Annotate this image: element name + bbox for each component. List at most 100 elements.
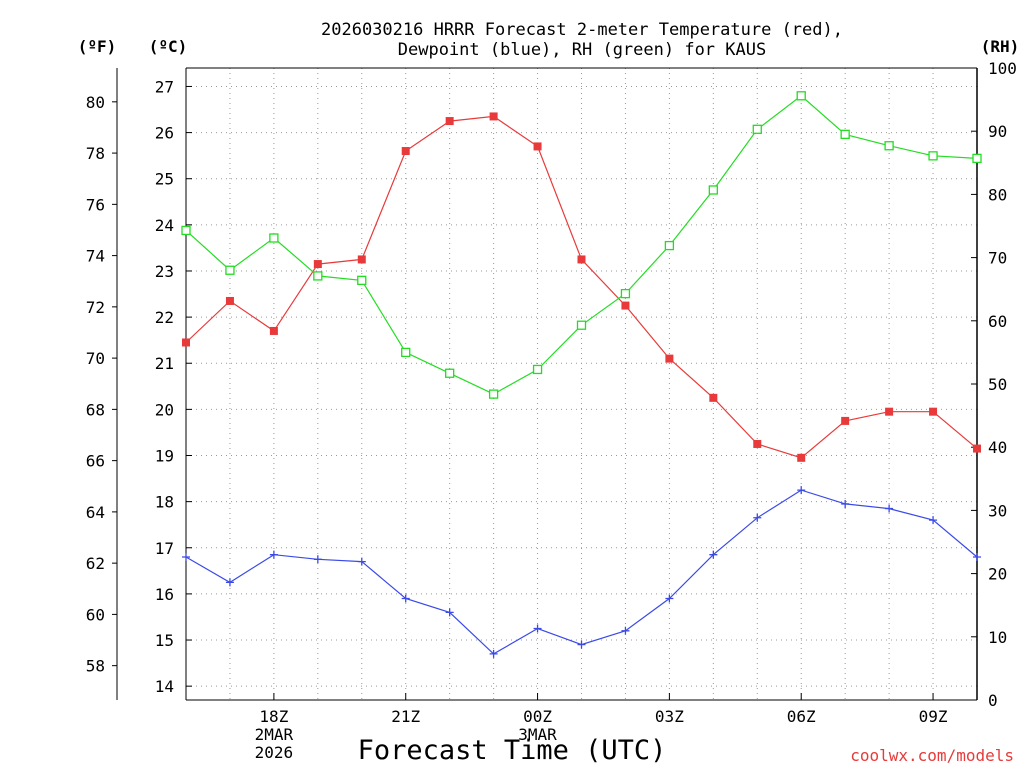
rh-tick-label: 50 <box>988 375 1007 394</box>
rh-tick-label: 40 <box>988 438 1007 457</box>
dewpoint-point <box>313 555 322 564</box>
rh-tick-label: 20 <box>988 565 1007 584</box>
rh-point <box>840 129 850 140</box>
temperature-point <box>357 255 366 264</box>
fahrenheit-tick-label: 58 <box>86 657 105 676</box>
rh-tick-label: 10 <box>988 628 1007 647</box>
temperature-point <box>621 301 630 310</box>
fahrenheit-tick-label: 76 <box>86 195 105 214</box>
dewpoint-point <box>665 594 674 603</box>
dewpoint-point <box>577 640 586 649</box>
rh-point <box>620 288 631 299</box>
rh-point <box>884 141 894 151</box>
rh-point <box>401 347 411 358</box>
rh-tick-label: 90 <box>988 122 1007 141</box>
celsius-tick-label: 26 <box>155 124 174 143</box>
celsius-tick-label: 18 <box>155 493 174 512</box>
tick-labels: 14 15 16 17 18 19 20 21 22 23 24 25 26 27 58 60 62 64 66 68… <box>86 59 1017 762</box>
rh-point <box>225 265 235 275</box>
rh-point <box>576 320 587 330</box>
x-tick-label: 09Z <box>919 707 948 726</box>
temperature-point <box>885 407 894 416</box>
rh-point <box>269 233 279 243</box>
rh-point <box>357 275 367 286</box>
celsius-tick-label: 16 <box>155 585 174 604</box>
temperature-point <box>709 393 718 402</box>
x-tick-label: 3MAR <box>518 725 557 744</box>
temperature-point <box>929 407 938 416</box>
x-tick-label: 2MAR <box>255 725 294 744</box>
axes <box>112 67 978 701</box>
fahrenheit-tick-label: 78 <box>86 144 105 163</box>
celsius-tick-label: 20 <box>155 400 174 419</box>
fahrenheit-unit-label: (ºF) <box>78 37 117 56</box>
rh-unit-label: (RH) <box>981 37 1020 56</box>
rh-point <box>752 124 762 134</box>
rh-point <box>928 151 938 161</box>
dewpoint-point <box>709 550 718 559</box>
fahrenheit-tick-label: 68 <box>86 400 105 419</box>
fahrenheit-tick-label: 80 <box>86 93 105 112</box>
temperature-point <box>533 142 542 151</box>
temperature-point <box>753 439 762 448</box>
celsius-tick-label: 21 <box>155 354 174 373</box>
temperature-point <box>973 444 981 453</box>
temperature-point <box>401 147 410 156</box>
x-tick-label: 00Z <box>523 707 552 726</box>
fahrenheit-tick-label: 66 <box>86 452 105 471</box>
dewpoint-point <box>445 608 454 617</box>
rh-tick-label: 70 <box>988 249 1007 268</box>
grid-lines <box>185 68 978 700</box>
x-tick-label: 21Z <box>391 707 420 726</box>
x-tick-label: 18Z <box>259 707 288 726</box>
dewpoint-point <box>401 594 410 603</box>
fahrenheit-tick-label: 74 <box>86 247 105 266</box>
temperature-point <box>665 354 674 363</box>
celsius-unit-label: (ºC) <box>149 37 188 56</box>
watermark: coolwx.com/models <box>850 746 1014 765</box>
temperature-point <box>225 296 234 305</box>
dewpoint-point <box>973 552 981 561</box>
dewpoint-point <box>753 513 762 522</box>
fahrenheit-tick-label: 62 <box>86 554 105 573</box>
rh-point <box>488 389 499 399</box>
fahrenheit-tick-label: 72 <box>86 298 105 317</box>
temperature-point <box>182 338 190 347</box>
dewpoint-line <box>185 489 978 655</box>
rh-point <box>708 185 718 195</box>
temperature-point <box>489 112 498 121</box>
rh-tick-label: 80 <box>988 185 1007 204</box>
dewpoint-point <box>621 626 630 635</box>
dewpoint-point <box>182 552 190 561</box>
fahrenheit-tick-label: 70 <box>86 349 105 368</box>
rh-point <box>796 91 806 101</box>
dewpoint-point <box>225 578 234 587</box>
celsius-tick-label: 19 <box>155 447 174 466</box>
temperature-point <box>841 416 850 425</box>
chart-title-line2: Dewpoint (blue), RH (green) for KAUS <box>398 40 766 60</box>
celsius-tick-label: 24 <box>155 216 174 235</box>
dewpoint-point <box>929 516 938 525</box>
celsius-tick-label: 17 <box>155 539 174 558</box>
rh-line <box>185 95 978 395</box>
x-axis-title: Forecast Time (UTC) <box>358 735 667 766</box>
celsius-tick-label: 22 <box>155 308 174 327</box>
dewpoint-point <box>797 486 806 495</box>
rh-tick-label: 100 <box>988 59 1017 78</box>
celsius-tick-label: 14 <box>155 677 174 696</box>
series-layer <box>181 91 982 658</box>
dewpoint-point <box>357 557 366 566</box>
temperature-point <box>797 453 806 462</box>
dewpoint-point <box>885 504 894 513</box>
rh-point <box>532 364 543 375</box>
celsius-tick-label: 25 <box>155 170 174 189</box>
x-tick-label: 2026 <box>255 743 294 762</box>
rh-point <box>664 240 675 251</box>
rh-tick-label: 30 <box>988 501 1007 520</box>
chart-title-line1: 2026030216 HRRR Forecast 2-meter Tempera… <box>321 20 843 40</box>
dewpoint-point <box>269 550 278 559</box>
rh-tick-label: 60 <box>988 312 1007 331</box>
temperature-line <box>185 115 978 459</box>
temperature-point <box>313 260 322 269</box>
